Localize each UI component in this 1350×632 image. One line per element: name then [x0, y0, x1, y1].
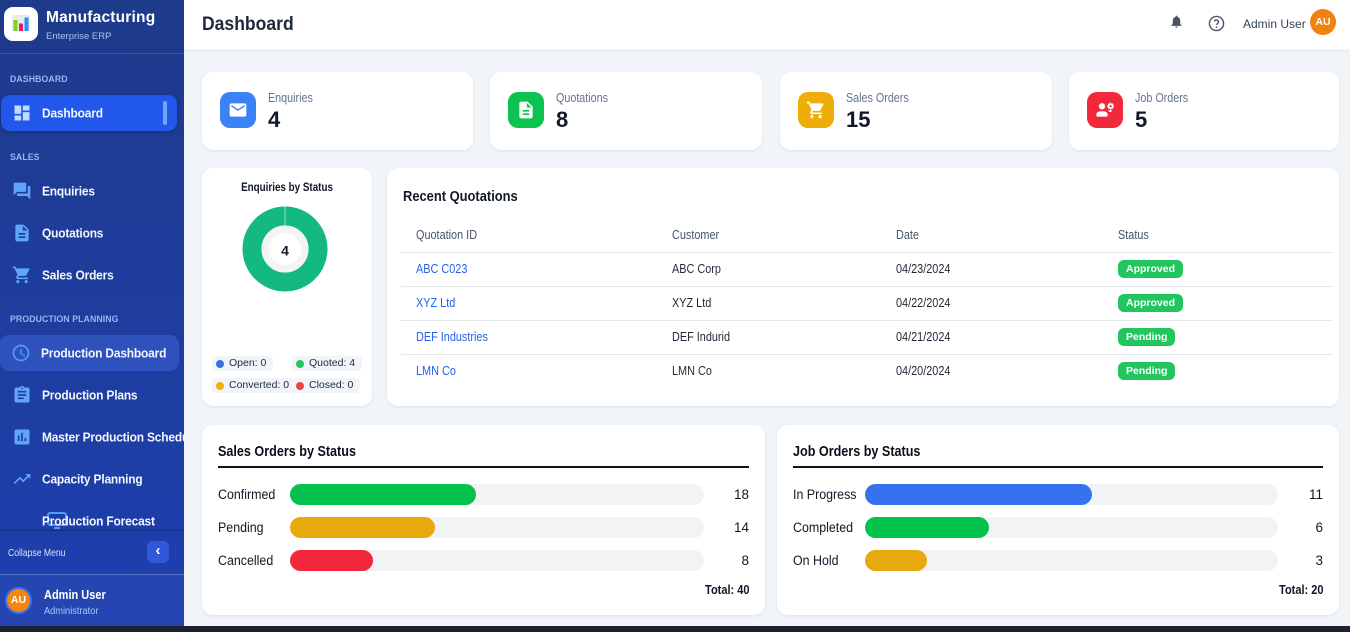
svg-text:4: 4	[281, 243, 289, 259]
